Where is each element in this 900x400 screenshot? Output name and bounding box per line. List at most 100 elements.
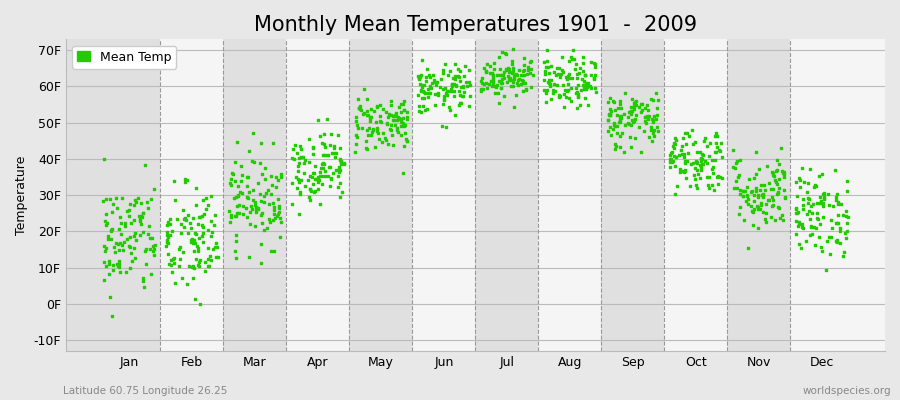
- Point: [745, 207, 760, 214]
- Point: [761, 196, 776, 203]
- Point: [540, 58, 554, 64]
- Point: [140, 246, 154, 252]
- Point: [288, 142, 302, 148]
- Point: [453, 100, 467, 106]
- Point: [97, 276, 112, 283]
- Point: [600, 116, 615, 123]
- Point: [292, 211, 306, 218]
- Point: [537, 77, 552, 84]
- Point: [127, 217, 141, 223]
- Point: [752, 206, 767, 212]
- Point: [822, 191, 836, 197]
- Point: [323, 164, 338, 170]
- Point: [162, 261, 176, 268]
- Point: [807, 242, 822, 248]
- Bar: [66, 39, 97, 351]
- Point: [667, 140, 681, 147]
- Point: [260, 225, 274, 231]
- Point: [645, 130, 660, 136]
- Point: [663, 152, 678, 158]
- Point: [120, 236, 134, 242]
- Point: [265, 190, 279, 197]
- Point: [388, 122, 402, 129]
- Point: [246, 197, 260, 203]
- Point: [177, 224, 192, 230]
- Point: [650, 124, 664, 130]
- Point: [359, 145, 374, 151]
- Point: [188, 296, 202, 302]
- Point: [752, 187, 767, 194]
- Point: [112, 264, 126, 270]
- Point: [104, 226, 118, 233]
- Point: [634, 107, 649, 114]
- Point: [132, 216, 147, 222]
- Point: [504, 69, 518, 76]
- Point: [176, 207, 191, 214]
- Point: [819, 267, 833, 273]
- Point: [333, 156, 347, 162]
- Point: [413, 74, 428, 81]
- Point: [840, 188, 854, 195]
- Point: [352, 104, 366, 111]
- Point: [497, 93, 511, 100]
- Point: [122, 213, 136, 220]
- Point: [393, 116, 408, 122]
- Point: [203, 233, 218, 239]
- Point: [622, 108, 636, 115]
- Point: [239, 183, 254, 190]
- Point: [828, 167, 842, 174]
- Point: [357, 85, 372, 92]
- Point: [374, 118, 388, 124]
- Point: [603, 95, 617, 102]
- Point: [613, 144, 627, 151]
- Point: [747, 206, 761, 212]
- Point: [606, 126, 620, 132]
- Point: [446, 75, 461, 81]
- Point: [736, 193, 751, 199]
- Point: [752, 192, 766, 198]
- Point: [516, 68, 530, 74]
- Point: [506, 78, 520, 85]
- Point: [172, 245, 186, 252]
- Point: [829, 237, 843, 244]
- Point: [167, 177, 182, 184]
- Point: [742, 176, 756, 183]
- Point: [839, 235, 853, 242]
- Point: [750, 203, 764, 210]
- Point: [242, 189, 256, 196]
- Point: [756, 194, 770, 200]
- Point: [102, 258, 116, 264]
- Point: [415, 82, 429, 88]
- Point: [474, 75, 489, 82]
- Point: [749, 184, 763, 191]
- Point: [189, 256, 203, 262]
- Point: [417, 95, 431, 101]
- Point: [747, 174, 761, 181]
- Text: Latitude 60.75 Longitude 26.25: Latitude 60.75 Longitude 26.25: [63, 386, 228, 396]
- Point: [641, 116, 655, 122]
- Point: [627, 117, 642, 124]
- Point: [348, 149, 363, 156]
- Point: [456, 93, 471, 100]
- Point: [435, 123, 449, 130]
- Point: [136, 210, 150, 216]
- Point: [737, 188, 751, 195]
- Point: [272, 208, 286, 215]
- Point: [396, 170, 410, 176]
- Point: [694, 165, 708, 171]
- Point: [222, 219, 237, 225]
- Point: [613, 114, 627, 120]
- Point: [814, 248, 829, 254]
- Point: [228, 195, 242, 202]
- Point: [231, 210, 246, 216]
- Point: [740, 192, 754, 199]
- Point: [436, 67, 450, 73]
- Point: [352, 105, 366, 112]
- Point: [175, 275, 189, 282]
- Point: [170, 216, 184, 223]
- Point: [313, 169, 328, 175]
- Point: [505, 58, 519, 64]
- Point: [447, 93, 462, 99]
- Point: [211, 254, 225, 260]
- Point: [646, 119, 661, 125]
